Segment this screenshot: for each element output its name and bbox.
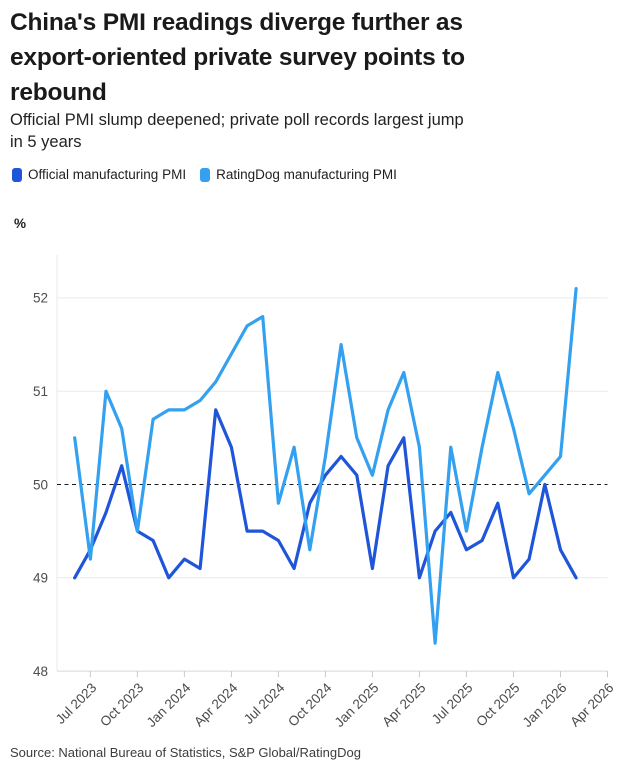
series-line-ratingdog: [73, 286, 578, 645]
source-caption: Source: National Bureau of Statistics, S…: [10, 745, 361, 760]
x-axis-label: Jul 2025: [429, 680, 476, 727]
x-axis-label: Oct 2023: [97, 680, 146, 729]
x-axis-label: Jul 2023: [53, 680, 100, 727]
x-axis-label: Oct 2024: [285, 680, 335, 730]
page-title: China's PMI readings diverge further as …: [10, 9, 465, 106]
series-line-official: [73, 408, 578, 580]
chart-area: 48 49 50 51 52 Jul 2023 Oct 2023 Jan 2024 Apr 20…: [0, 240, 620, 740]
x-axis-label: Jan 2025: [332, 680, 382, 730]
x-axis-label: Jan 2026: [520, 680, 570, 730]
legend-item-ratingdog: RatingDog manufacturing PMI: [200, 167, 397, 182]
x-axis-label: Apr 2025: [379, 680, 428, 729]
legend-item-official: Official manufacturing PMI: [12, 167, 186, 182]
x-axis-label: Oct 2025: [473, 680, 522, 729]
legend-label-ratingdog: RatingDog manufacturing PMI: [216, 167, 397, 182]
legend-label-official: Official manufacturing PMI: [28, 167, 187, 182]
page-subtitle: Official PMI slump deepened; private pol…: [10, 111, 464, 151]
x-axis-label: Jan 2024: [144, 680, 194, 730]
y-axis-label: 51: [33, 384, 48, 399]
y-axis-label: 50: [33, 477, 48, 492]
y-axis-label: 48: [33, 664, 48, 679]
official-series-swatch-icon: [12, 167, 22, 182]
y-axis-unit-label: %: [14, 216, 27, 231]
ratingdog-series-swatch-icon: [200, 167, 211, 182]
y-axis-label: 52: [33, 291, 48, 306]
y-axis-label: 49: [33, 571, 48, 586]
x-axis-label: Apr 2024: [191, 680, 241, 730]
x-axis-label: Apr 2026: [567, 680, 616, 729]
x-axis-label: Jul 2024: [241, 680, 288, 727]
chart-legend: Official manufacturing PMI RatingDog man…: [12, 167, 397, 182]
